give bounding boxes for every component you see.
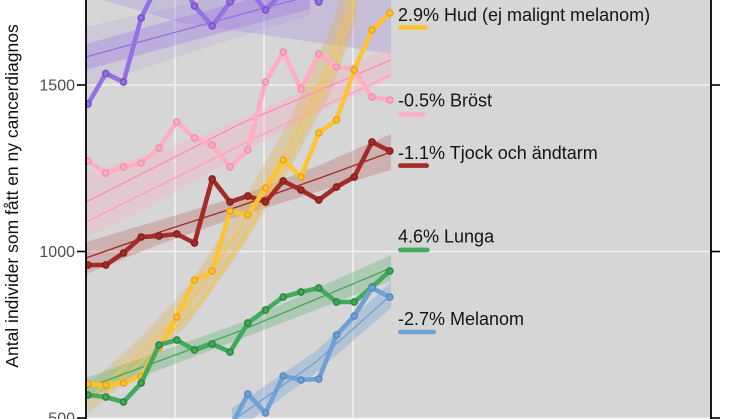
svg-text:2.9% Hud (ej malignt melanom): 2.9% Hud (ej malignt melanom) <box>398 5 650 25</box>
svg-text:500: 500 <box>48 411 75 419</box>
svg-text:-0.5% Bröst: -0.5% Bröst <box>398 91 492 111</box>
svg-text:-2.7% Melanom: -2.7% Melanom <box>398 309 524 329</box>
svg-text:1500: 1500 <box>39 78 75 95</box>
svg-text:Antal individer som fått en ny: Antal individer som fått en ny cancerdia… <box>2 24 22 368</box>
svg-text:4.6% Lunga: 4.6% Lunga <box>398 227 495 247</box>
svg-text:1000: 1000 <box>39 244 75 261</box>
svg-text:-1.1% Tjock och ändtarm: -1.1% Tjock och ändtarm <box>398 143 598 163</box>
